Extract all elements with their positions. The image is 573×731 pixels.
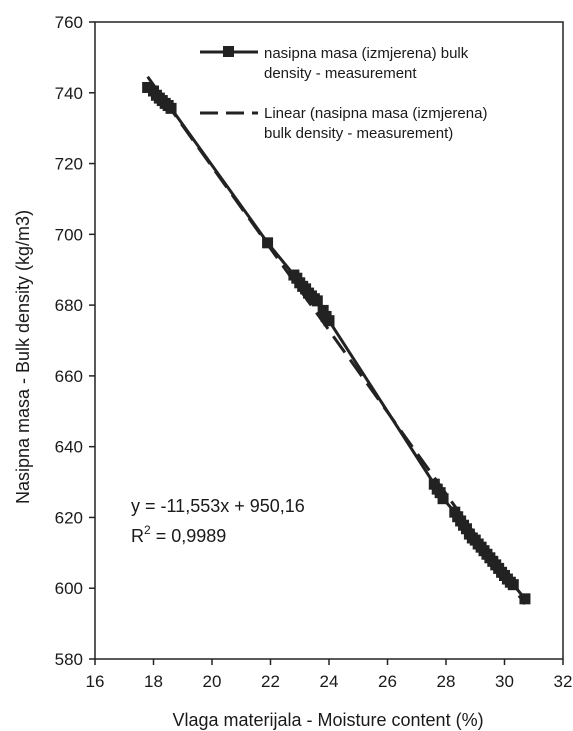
x-tick-label: 32 (554, 672, 573, 691)
x-tick-label: 26 (378, 672, 397, 691)
x-axis-title: Vlaga materijala - Moisture content (%) (172, 710, 483, 730)
r-squared-value: = 0,9989 (151, 526, 227, 546)
y-tick-label: 620 (55, 508, 83, 527)
r-squared-superscript: 2 (144, 523, 151, 537)
y-tick-label: 720 (55, 155, 83, 174)
x-tick-label: 22 (261, 672, 280, 691)
y-tick-label: 760 (55, 13, 83, 32)
x-tick-label: 20 (203, 672, 222, 691)
y-tick-label: 660 (55, 367, 83, 386)
y-tick-label: 740 (55, 84, 83, 103)
y-axis-title: Nasipna masa - Bulk density (kg/m3) (13, 210, 33, 504)
legend-measured-label-line2: density - measurement (264, 65, 417, 82)
y-tick-label: 640 (55, 438, 83, 457)
data-point (323, 315, 335, 327)
data-point (317, 304, 329, 316)
y-tick-label: 700 (55, 225, 83, 244)
regression-equation: y = -11,553x + 950,16 R2 = 0,9989 (131, 496, 305, 546)
x-tick-label: 28 (437, 672, 456, 691)
x-tick-label: 24 (320, 672, 339, 691)
y-tick-label: 680 (55, 296, 83, 315)
x-tick-label: 18 (144, 672, 163, 691)
data-point (165, 102, 177, 114)
x-axis: 16 18 20 22 24 26 28 30 32 (86, 659, 573, 691)
r-squared-text: R2 = 0,9989 (131, 523, 226, 546)
data-point (311, 295, 323, 307)
series-layer (142, 75, 531, 606)
data-point (507, 579, 519, 591)
data-point (437, 493, 449, 505)
y-axis: 580 600 620 640 660 680 700 720 740 760 (55, 13, 95, 669)
r-squared-prefix: R (131, 526, 144, 546)
legend-linear-label-line1: Linear (nasipna masa (izmjerena) (264, 105, 487, 122)
data-point (262, 237, 274, 249)
equation-text: y = -11,553x + 950,16 (131, 496, 305, 516)
x-tick-label: 30 (495, 672, 514, 691)
data-point (142, 81, 154, 93)
data-point (434, 487, 446, 499)
y-tick-label: 600 (55, 579, 83, 598)
x-tick-label: 16 (86, 672, 105, 691)
data-point (519, 593, 531, 605)
legend-measured-marker (223, 46, 234, 57)
legend-linear-label-line2: bulk density - measurement) (264, 125, 453, 142)
legend: nasipna masa (izmjerena) bulk density - … (200, 45, 487, 142)
y-tick-label: 580 (55, 650, 83, 669)
legend-measured-label-line1: nasipna masa (izmjerena) bulk (264, 45, 469, 62)
